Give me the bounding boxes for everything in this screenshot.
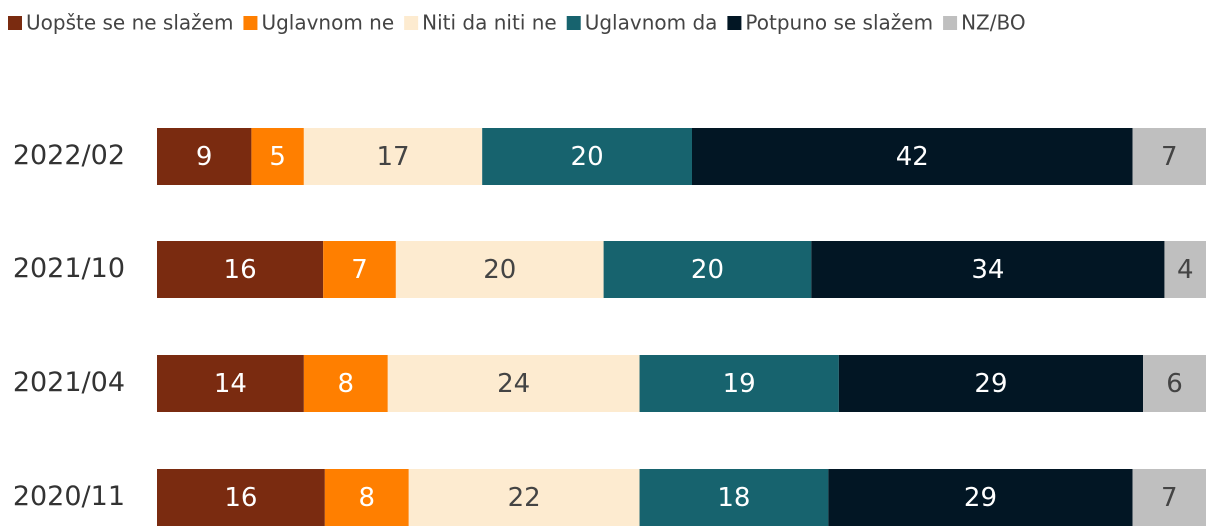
bar-segment [387, 355, 640, 412]
bar-segment [811, 241, 1165, 298]
bar-segment [1164, 241, 1206, 298]
legend-swatch [727, 16, 742, 30]
value-label: 14 [214, 369, 247, 399]
value-label: 16 [224, 255, 257, 285]
bar-segment [639, 355, 839, 412]
value-label: 4 [1177, 255, 1194, 285]
legend-label: Uglavnom da [585, 11, 718, 35]
bar-segment [395, 241, 604, 298]
value-label: 29 [964, 483, 997, 513]
value-label: 20 [483, 255, 516, 285]
bar-segment [323, 241, 396, 298]
legend-swatch [8, 16, 22, 30]
value-label: 22 [508, 483, 541, 513]
bar-segment [157, 469, 325, 526]
bar-segment [828, 469, 1133, 526]
bar-segment [303, 355, 388, 412]
value-label: 34 [971, 255, 1004, 285]
bar-segment [838, 355, 1144, 412]
bar-segment [324, 469, 409, 526]
value-label: 24 [497, 369, 530, 399]
bar-segment [157, 355, 304, 412]
bar-segment [408, 469, 640, 526]
legend-swatch [566, 16, 581, 30]
bar-segment [157, 128, 252, 185]
category-label: 2022/02 [13, 140, 125, 171]
category-label: 2021/04 [13, 367, 125, 398]
category-label: 2021/10 [13, 253, 125, 284]
bar-segment [251, 128, 304, 185]
legend-label: Uglavnom ne [261, 11, 394, 35]
legend-swatch [404, 16, 419, 30]
value-label: 19 [723, 369, 756, 399]
value-label: 5 [269, 142, 286, 172]
bar-segment [1132, 128, 1206, 185]
bar-segment [1143, 355, 1206, 412]
legend-label: Niti da niti ne [422, 11, 557, 35]
value-label: 20 [691, 255, 724, 285]
value-label: 17 [376, 142, 409, 172]
value-label: 8 [338, 369, 355, 399]
bar-segment [303, 128, 483, 185]
value-label: 9 [196, 142, 213, 172]
value-label: 42 [896, 142, 929, 172]
bar-segment [639, 469, 829, 526]
value-label: 16 [224, 483, 257, 513]
bar-segment [1132, 469, 1206, 526]
legend-label: NZ/BO [961, 11, 1026, 35]
legend-label: Potpuno se slažem [745, 11, 933, 35]
value-label: 8 [359, 483, 376, 513]
bar-segment [482, 128, 692, 185]
legend-label: Uopšte se ne slažem [26, 11, 233, 35]
value-label: 18 [717, 483, 750, 513]
legend-swatch [243, 16, 258, 30]
value-label: 7 [1161, 142, 1178, 172]
value-label: 6 [1166, 369, 1183, 399]
value-label: 7 [351, 255, 368, 285]
value-label: 29 [974, 369, 1007, 399]
bar-segment [603, 241, 812, 298]
bar-segment [157, 241, 324, 298]
value-label: 20 [571, 142, 604, 172]
category-label: 2020/11 [13, 481, 125, 512]
legend-swatch [943, 16, 958, 30]
value-label: 7 [1161, 483, 1178, 513]
bar-segment [691, 128, 1133, 185]
